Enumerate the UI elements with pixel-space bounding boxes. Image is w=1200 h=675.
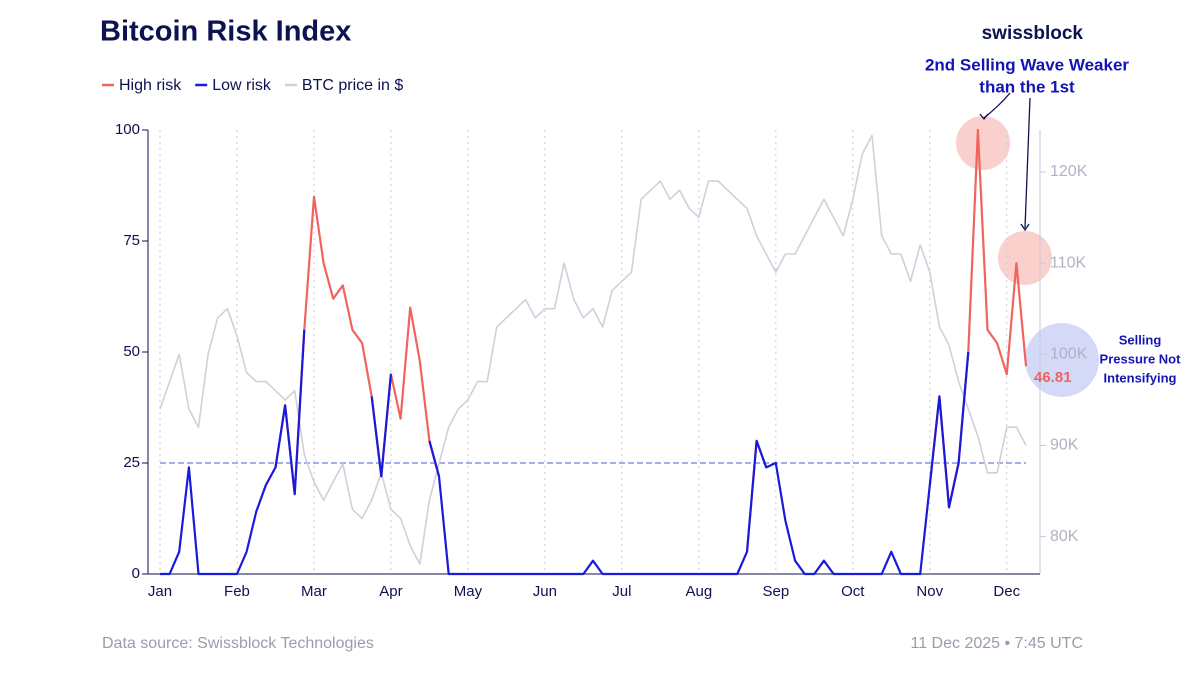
x-tick-label: Apr xyxy=(379,583,402,600)
y2-tick-label: 110K xyxy=(1050,254,1087,271)
x-tick-label: Aug xyxy=(685,583,712,600)
x-tick-label: Jan xyxy=(148,583,172,600)
annotation: than the 1st xyxy=(979,77,1075,96)
y-tick-label: 50 xyxy=(123,343,140,360)
x-tick-label: Feb xyxy=(224,583,250,600)
value-label: 46.81 xyxy=(1034,369,1072,386)
legend-label: High risk xyxy=(119,77,182,94)
series-line xyxy=(159,134,1027,565)
annotation: Selling xyxy=(1119,332,1162,347)
x-tick-label: Dec xyxy=(993,583,1020,600)
arrow xyxy=(1024,97,1031,229)
arrow-head xyxy=(1020,223,1030,232)
x-tick-label: Mar xyxy=(301,583,327,600)
annotation: Intensifying xyxy=(1104,370,1177,385)
chart-title: Bitcoin Risk Index xyxy=(100,16,351,48)
legend-label: BTC price in $ xyxy=(302,77,403,94)
brand: swissblock xyxy=(982,23,1084,44)
timestamp: 11 Dec 2025 • 7:45 UTC xyxy=(910,635,1083,652)
annotation: 2nd Selling Wave Weaker xyxy=(925,55,1129,74)
y2-tick-label: 80K xyxy=(1050,528,1079,545)
y2-tick-label: 90K xyxy=(1050,437,1079,454)
y-tick-label: 100 xyxy=(115,121,140,138)
highlight-circle xyxy=(998,231,1052,285)
x-tick-label: May xyxy=(454,583,483,600)
y-tick-label: 0 xyxy=(132,565,140,582)
legend-label: Low risk xyxy=(212,77,272,94)
source: Data source: Swissblock Technologies xyxy=(102,635,374,652)
y-tick-label: 25 xyxy=(123,454,140,471)
y2-tick-label: 120K xyxy=(1050,163,1088,180)
highlight-circle xyxy=(956,116,1010,170)
series-line xyxy=(160,329,970,576)
x-tick-label: Nov xyxy=(916,583,943,600)
x-tick-label: Sep xyxy=(762,583,789,600)
x-tick-label: Jun xyxy=(533,583,557,600)
x-tick-label: Oct xyxy=(841,583,865,600)
y2-tick-label: 100K xyxy=(1050,345,1088,362)
annotation: Pressure Not xyxy=(1100,351,1182,366)
x-tick-label: Jul xyxy=(612,583,631,600)
highlight-circle xyxy=(1025,323,1099,397)
y-tick-label: 75 xyxy=(123,232,140,249)
arrow-head xyxy=(979,113,989,121)
series-line xyxy=(274,128,1028,552)
